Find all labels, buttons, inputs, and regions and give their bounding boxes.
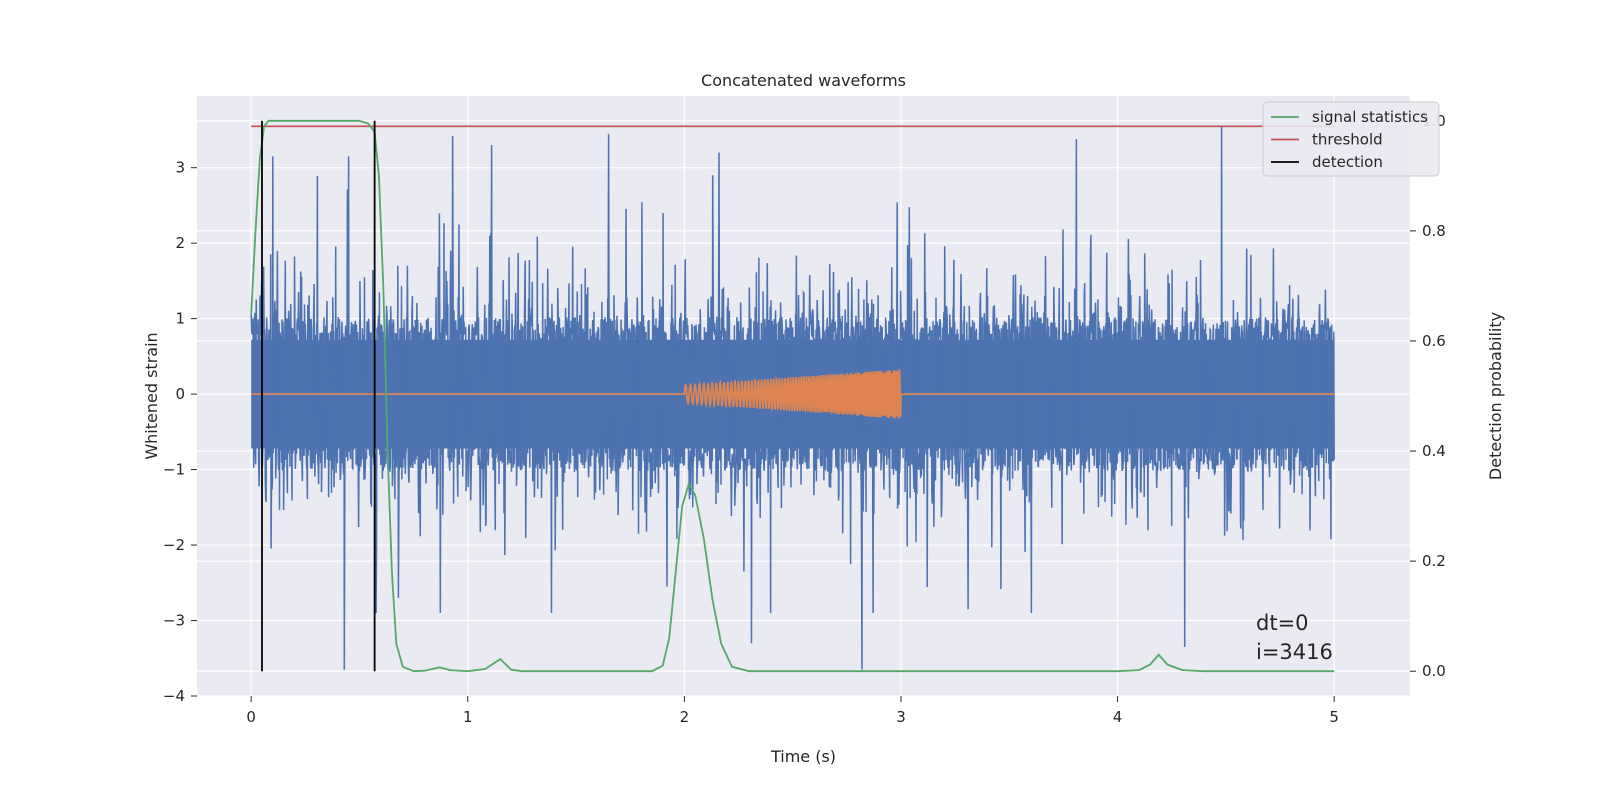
legend: signal statistics threshold detection <box>1262 101 1440 177</box>
y-axis-label: Whitened strain <box>142 332 161 459</box>
y-tick-label: 0 <box>175 385 185 403</box>
y2-tick-label: 0.4 <box>1422 442 1446 460</box>
x-tick-label: 3 <box>896 708 906 726</box>
y-tick-label: −2 <box>163 536 185 554</box>
y2-tick-label: 0.6 <box>1422 332 1446 350</box>
x-tick-label: 1 <box>463 708 473 726</box>
y-tick-label: 2 <box>175 234 185 252</box>
chart-title: Concatenated waveforms <box>701 71 906 90</box>
x-tick-label: 5 <box>1329 708 1339 726</box>
y-tick-label: 1 <box>175 310 185 328</box>
y-tick-label: 3 <box>175 159 185 177</box>
x-tick-label: 4 <box>1113 708 1123 726</box>
annotation-dt: dt=0 <box>1256 611 1309 635</box>
x-tick-label: 0 <box>246 708 256 726</box>
y-tick-label: −1 <box>163 461 185 479</box>
x-tick-label: 2 <box>680 708 690 726</box>
legend-item-signal-statistics-label: signal statistics <box>1312 108 1428 126</box>
y-tick-label: −3 <box>163 612 185 630</box>
template-series <box>251 369 1335 419</box>
y2-tick-label: 0.0 <box>1422 662 1446 680</box>
y2-tick-label: 0.2 <box>1422 552 1446 570</box>
x-axis-label: Time (s) <box>770 747 836 766</box>
legend-item-threshold-label: threshold <box>1312 131 1383 149</box>
strain-series <box>250 126 1335 670</box>
y2-tick-label: 0.8 <box>1422 222 1446 240</box>
y-tick-label: −4 <box>163 687 185 705</box>
legend-box <box>1262 101 1440 177</box>
y2-axis-label: Detection probability <box>1486 312 1505 480</box>
legend-item-detection-label: detection <box>1312 153 1383 171</box>
annotation-index: i=3416 <box>1256 640 1333 664</box>
